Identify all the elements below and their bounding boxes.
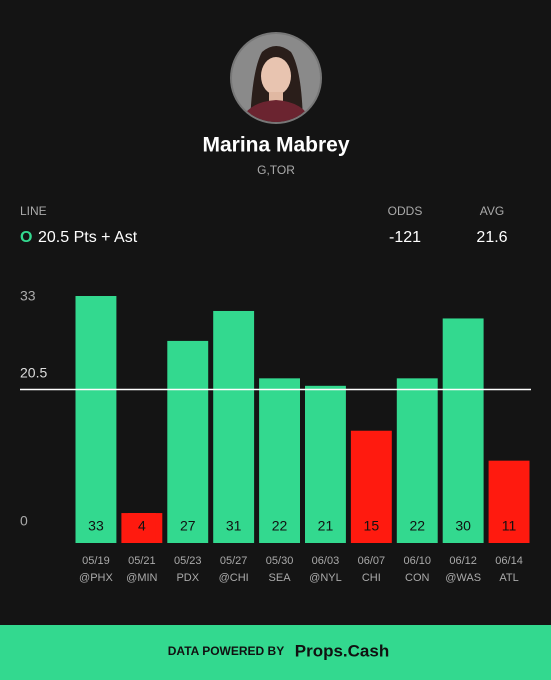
x-tick-label: 05/19 (82, 555, 110, 567)
x-opponent-label: PDX (176, 572, 199, 584)
value-label: 4 (138, 518, 146, 534)
avg: 21.6 (476, 229, 507, 246)
bar (167, 340, 209, 543)
x-opponent-label: CON (405, 572, 430, 584)
bar (305, 385, 346, 543)
x-tick-label: 05/21 (128, 555, 156, 567)
x-tick-label: 05/30 (266, 555, 294, 567)
bar (488, 460, 530, 543)
value-label: 22 (409, 518, 425, 534)
x-opponent-label: @CHI (219, 572, 249, 584)
x-opponent-label: @NYL (309, 572, 342, 584)
bar (259, 378, 300, 543)
value-label: 22 (272, 518, 288, 534)
x-opponent-label: SEA (269, 572, 292, 584)
x-tick-label: 06/03 (312, 555, 340, 567)
odds-label: ODDS (388, 204, 423, 218)
line-label: LINE (20, 204, 47, 218)
pick: O (20, 229, 32, 246)
plot: 0 33 33 05/19 @PHX 4 05/21 @MIN 27 05/23 PDX 31 05/2… (20, 288, 531, 584)
footer-brand: Props.Cash (295, 641, 389, 660)
x-opponent-label: @WAS (445, 572, 481, 584)
value-label: 21 (318, 518, 334, 534)
bar (213, 310, 255, 543)
value-label: 30 (455, 518, 471, 534)
footer-label: DATA POWERED BY (168, 644, 284, 658)
x-tick-label: 06/14 (495, 555, 523, 567)
bar (75, 296, 117, 543)
value-label: 31 (226, 518, 242, 534)
value-label: 33 (88, 518, 104, 534)
x-tick-label: 06/07 (358, 555, 386, 567)
y-tick-label: 0 (20, 513, 28, 529)
bar (396, 378, 438, 543)
bar (350, 430, 392, 543)
threshold-label: 20.5 (20, 364, 47, 380)
x-opponent-label: @MIN (126, 572, 157, 584)
value-label: 11 (502, 518, 517, 534)
x-tick-label: 05/27 (220, 555, 248, 567)
value-label: 27 (180, 518, 196, 534)
bar (442, 318, 484, 543)
odds: -121 (389, 229, 421, 246)
value-label: 15 (364, 518, 380, 534)
x-opponent-label: @PHX (79, 572, 113, 584)
value-label-box (127, 513, 156, 543)
footer (0, 625, 551, 680)
avg-label: AVG (480, 204, 504, 218)
x-tick-label: 06/10 (403, 555, 431, 567)
player-team: G,TOR (257, 163, 295, 177)
x-opponent-label: CHI (362, 572, 381, 584)
line-text: 20.5 Pts + Ast (38, 229, 138, 246)
player-name: Marina Mabrey (202, 134, 349, 157)
avatar (230, 32, 322, 124)
x-tick-label: 06/12 (449, 555, 477, 567)
x-opponent-label: ATL (499, 572, 518, 584)
y-tick-label: 33 (20, 288, 36, 304)
x-tick-label: 05/23 (174, 555, 202, 567)
